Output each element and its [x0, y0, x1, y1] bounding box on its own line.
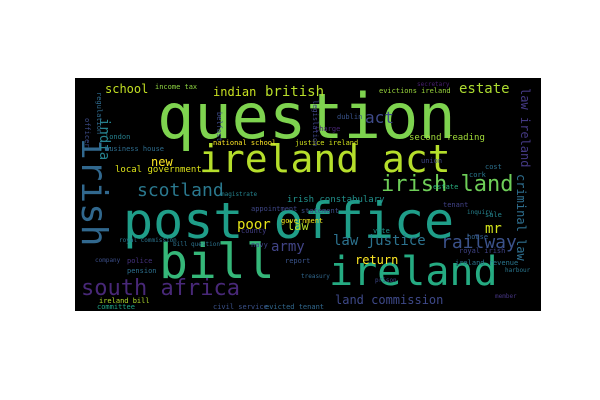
cloud-word: new	[151, 155, 173, 169]
cloud-word: pension	[127, 267, 157, 275]
cloud-word: law ireland	[518, 88, 532, 168]
cloud-word: charge	[315, 125, 341, 133]
cloud-word: local government	[115, 165, 202, 175]
cloud-word: civil service	[213, 303, 268, 311]
cloud-word: evicted tenant	[265, 303, 325, 311]
cloud-word: income tax	[155, 83, 198, 91]
cloud-word: navy	[251, 241, 268, 249]
cloud-word: cost	[485, 163, 502, 171]
cloud-word: ireland	[329, 249, 498, 295]
cloud-word: justice ireland	[295, 139, 359, 147]
cloud-word: royal commission	[119, 237, 177, 244]
cloud-word: committee	[97, 303, 135, 311]
cloud-word: harbour	[505, 267, 531, 274]
cloud-word: south africa	[81, 276, 240, 301]
cloud-word: ireland bill	[99, 297, 150, 305]
cloud-word: railway	[441, 232, 517, 253]
cloud-word: poor	[237, 217, 271, 233]
cloud-word: irish constabulary	[287, 195, 385, 205]
cloud-word: vote	[373, 227, 390, 235]
cloud-word: secretary	[417, 81, 450, 88]
cloud-word: prison	[375, 277, 397, 284]
cloud-word: magistrate	[221, 191, 258, 198]
cloud-word: inquiry	[467, 209, 493, 216]
cloud-word: government	[281, 217, 324, 225]
cloud-word: police	[127, 257, 153, 265]
cloud-word: question	[157, 80, 456, 153]
cloud-word: land commission	[335, 293, 444, 307]
cloud-word: bill	[159, 234, 275, 290]
cloud-word: estate	[433, 183, 459, 191]
cloud-word: bill question	[173, 241, 220, 248]
cloud-word: house	[467, 233, 489, 241]
cloud-word: national school	[213, 139, 277, 147]
cloud-word: ireland revenue	[455, 259, 519, 267]
cloud-word: school	[105, 82, 149, 96]
cloud-word: sale	[485, 211, 502, 219]
cloud-word: regulation	[95, 92, 103, 135]
cloud-word: appointment	[251, 205, 298, 213]
cloud-word: law	[287, 219, 309, 233]
cloud-word: mr	[485, 221, 502, 237]
cloud-word: union	[421, 157, 443, 165]
cloud-word: belfast	[215, 112, 223, 142]
cloud-word: evictions ireland	[379, 87, 451, 95]
cloud-word: treasury	[301, 273, 330, 280]
cloud-word: company	[95, 257, 121, 264]
cloud-word: irish land	[381, 172, 514, 197]
cloud-word: second reading	[409, 133, 485, 143]
word-cloud: question ireland act post office bill irelan…	[75, 78, 541, 311]
cloud-word: member	[495, 293, 517, 300]
cloud-word: indian	[213, 85, 257, 99]
cloud-word: cork	[469, 171, 486, 179]
cloud-word: return	[355, 253, 399, 267]
cloud-word: business house	[105, 145, 165, 153]
cloud-word: army	[271, 239, 305, 255]
cloud-word: officer	[83, 118, 91, 148]
cloud-word: tenant	[443, 201, 469, 209]
cloud-word: dublin	[337, 113, 363, 121]
cloud-word: statement	[301, 207, 339, 215]
cloud-word: london	[105, 133, 131, 141]
cloud-word: scotland	[137, 180, 224, 201]
cloud-word: ireland act	[199, 137, 451, 181]
cloud-word: british	[265, 84, 325, 100]
cloud-word: act	[365, 108, 394, 127]
cloud-word: law justice	[333, 233, 426, 249]
cloud-word: legislation	[311, 100, 319, 147]
cloud-word: royal irish	[459, 247, 506, 255]
cloud-word: county	[241, 227, 267, 235]
cloud-word: report	[285, 257, 311, 265]
cloud-word: post office	[123, 192, 455, 250]
cloud-word: criminal law	[514, 174, 528, 261]
cloud-word: estate	[459, 81, 510, 97]
